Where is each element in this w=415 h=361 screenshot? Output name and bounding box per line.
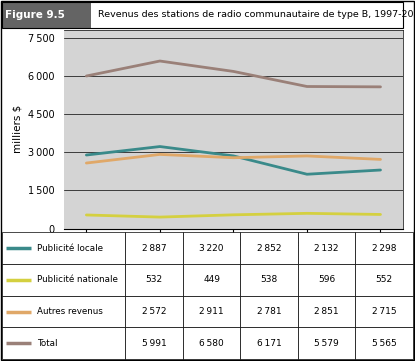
Bar <box>183 327 240 359</box>
Bar <box>240 296 298 327</box>
Text: 552: 552 <box>376 275 393 284</box>
Bar <box>125 296 183 327</box>
Y-axis label: milliers $: milliers $ <box>12 105 22 153</box>
Text: 5 565: 5 565 <box>372 339 397 348</box>
Bar <box>298 264 355 296</box>
Text: 2 298: 2 298 <box>372 244 396 252</box>
Text: 596: 596 <box>318 275 335 284</box>
Text: 449: 449 <box>203 275 220 284</box>
Text: 5 991: 5 991 <box>142 339 166 348</box>
Bar <box>240 232 298 264</box>
Text: 2 852: 2 852 <box>257 244 281 252</box>
Text: Figure 9.5: Figure 9.5 <box>5 10 65 20</box>
Text: 2 851: 2 851 <box>314 307 339 316</box>
Bar <box>240 264 298 296</box>
Bar <box>125 232 183 264</box>
Text: 2 911: 2 911 <box>199 307 224 316</box>
Text: 2 572: 2 572 <box>142 307 166 316</box>
Bar <box>183 264 240 296</box>
Bar <box>2 327 125 359</box>
Text: Autres revenus: Autres revenus <box>37 307 103 316</box>
Text: 6 580: 6 580 <box>199 339 224 348</box>
Text: 3 220: 3 220 <box>199 244 224 252</box>
Bar <box>355 264 413 296</box>
Bar <box>298 232 355 264</box>
Text: 532: 532 <box>146 275 163 284</box>
Text: 2 887: 2 887 <box>142 244 166 252</box>
Bar <box>2 232 125 264</box>
Text: Publicité locale: Publicité locale <box>37 244 103 252</box>
Bar <box>355 296 413 327</box>
Bar <box>298 296 355 327</box>
Bar <box>183 232 240 264</box>
Bar <box>355 232 413 264</box>
Text: 538: 538 <box>261 275 278 284</box>
Text: 2 132: 2 132 <box>315 244 339 252</box>
Bar <box>298 327 355 359</box>
Bar <box>125 264 183 296</box>
Text: 6 171: 6 171 <box>257 339 281 348</box>
Bar <box>2 296 125 327</box>
Text: 2 715: 2 715 <box>372 307 396 316</box>
Text: 5 579: 5 579 <box>314 339 339 348</box>
Text: Total: Total <box>37 339 58 348</box>
Bar <box>2 264 125 296</box>
Text: Publicité nationale: Publicité nationale <box>37 275 118 284</box>
Text: 2 781: 2 781 <box>257 307 281 316</box>
Bar <box>240 327 298 359</box>
Bar <box>355 327 413 359</box>
Bar <box>183 296 240 327</box>
Bar <box>125 327 183 359</box>
Text: Revenus des stations de radio communautaire de type B, 1997-2001: Revenus des stations de radio communauta… <box>98 10 415 19</box>
